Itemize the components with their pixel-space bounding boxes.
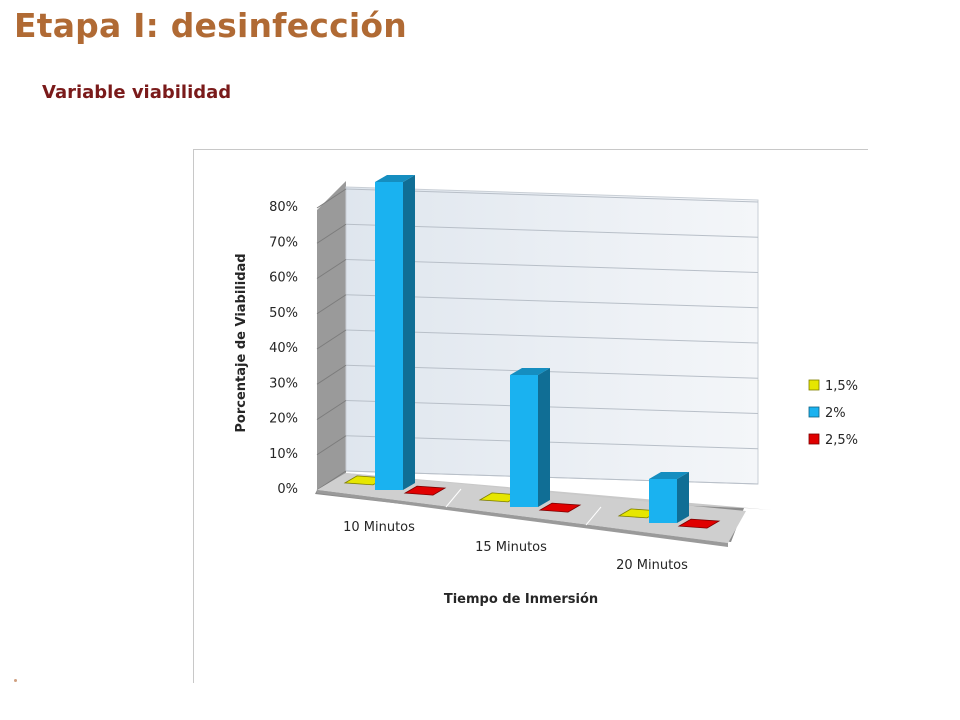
x-tick-label: 15 Minutos: [475, 540, 547, 555]
y-tick-label: 40%: [269, 341, 298, 356]
y-tick-label: 10%: [269, 447, 298, 462]
gridline-side: [316, 223, 347, 244]
bar-side-20 Minutos: [677, 472, 689, 523]
floor-edge: [317, 490, 728, 547]
bar-side-10 Minutos: [403, 175, 415, 490]
legend-swatch: [808, 433, 820, 445]
chart-svg: Análisis exploratorio de datos0%10%20%30…: [234, 175, 858, 607]
bar-front-15 Minutos: [510, 375, 538, 507]
legend-label: 2,5%: [825, 433, 858, 448]
bar-top-20 Minutos: [649, 472, 689, 479]
y-axis-title: Porcentaje de Viabilidad: [234, 253, 249, 432]
bar-front-20 Minutos: [649, 479, 677, 523]
side-wall: [317, 181, 346, 490]
legend-label: 2%: [825, 406, 846, 421]
gridline-side: [316, 329, 347, 350]
floor-divider: [445, 488, 462, 508]
y-tick-label: 60%: [269, 271, 298, 286]
y-tick-label: 20%: [269, 412, 298, 427]
slide-title: Etapa I: desinfección: [14, 6, 407, 45]
gridline-side: [316, 364, 347, 385]
bar-top-10 Minutos: [375, 175, 415, 182]
y-tick-label: 80%: [269, 200, 298, 215]
x-tick-label: 10 Minutos: [343, 520, 415, 535]
y-tick-label: 30%: [269, 376, 298, 391]
legend-label: 1,5%: [825, 379, 858, 394]
gridline-side: [316, 294, 347, 315]
bar-2,5%-15 Minutos: [538, 502, 582, 513]
gridline-side: [316, 400, 347, 420]
bar-front-10 Minutos: [375, 182, 403, 490]
bar-side-15 Minutos: [538, 368, 550, 507]
legend-swatch: [808, 406, 820, 418]
gridline-side: [316, 259, 347, 279]
y-tick-label: 0%: [277, 482, 298, 497]
gridline-side: [316, 470, 347, 491]
x-axis-title: Tiempo de Inmersión: [444, 592, 598, 607]
y-tick-label: 50%: [269, 306, 298, 321]
bar-top-15 Minutos: [510, 368, 550, 375]
gridline-side: [316, 435, 347, 456]
gridline-side: [316, 188, 347, 209]
chart-frame: Análisis exploratorio de datos0%10%20%30…: [193, 149, 868, 683]
y-tick-label: 70%: [269, 235, 298, 250]
section-title: Variable viabilidad: [42, 82, 232, 103]
slide-marker: [14, 679, 17, 682]
x-tick-label: 20 Minutos: [616, 558, 688, 573]
floor-divider: [585, 506, 602, 526]
bar-2,5%-10 Minutos: [403, 485, 447, 496]
bar-2,5%-20 Minutos: [677, 518, 721, 529]
legend-swatch: [808, 379, 820, 391]
